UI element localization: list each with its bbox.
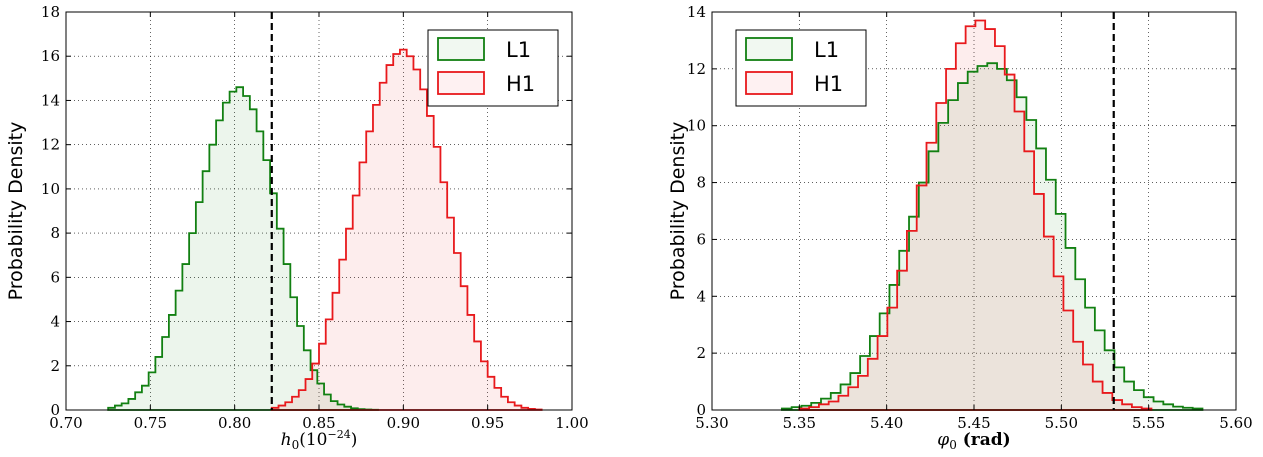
y-tick-label: 18 (41, 3, 60, 21)
x-tick-label: 0.90 (387, 414, 420, 432)
y-tick-label: 4 (50, 313, 60, 331)
left-histogram-chart: 0.70 0.75 0.80 0.85 0.90 0.95 1.00 0 2 4 6 8 10 12 14 1… (5, 3, 589, 452)
right-histogram-chart: 5.30 5.35 5.40 5.45 5.50 5.55 5.60 0 2 4 6 8 10 12 14 P… (667, 3, 1253, 452)
x-tick-label: 5.40 (870, 414, 903, 432)
legend-label-h1: H1 (814, 72, 843, 96)
legend-label-l1: L1 (814, 38, 839, 62)
histogram-outline-h1 (798, 19, 1153, 411)
y-tick-label: 0 (50, 401, 60, 419)
y-tick-label: 12 (687, 60, 706, 78)
legend-label-h1: H1 (506, 72, 535, 96)
x-tick-label: 0.70 (49, 414, 82, 432)
y-tick-label: 6 (696, 230, 706, 248)
x-tick-label: 1.00 (555, 414, 588, 432)
y-tick-label: 8 (696, 174, 706, 192)
y-tick-label: 14 (687, 3, 706, 21)
legend-swatch-h1 (437, 71, 485, 95)
x-tick-label: 0.80 (218, 414, 251, 432)
x-tick-label: 5.50 (1045, 414, 1078, 432)
x-tick-label: 5.55 (1132, 414, 1165, 432)
y-tick-label: 2 (696, 344, 706, 362)
x-tick-label: 5.60 (1219, 414, 1252, 432)
x-tick-label: 5.45 (957, 414, 990, 432)
y-tick-label: 6 (50, 268, 60, 286)
histogram-outline-l1 (107, 86, 379, 411)
legend-label-l1: L1 (506, 38, 531, 62)
histogram-outline-h1 (270, 48, 543, 411)
y-axis-label: Probability Density (5, 122, 27, 301)
y-axis-label: Probability Density (667, 122, 689, 301)
histogram-fill-h1 (799, 20, 1152, 411)
x-tick-label: 5.30 (695, 414, 728, 432)
y-tick-label: 4 (696, 287, 706, 305)
y-tick-label: 2 (50, 357, 60, 375)
histogram-outline-l1 (780, 62, 1204, 411)
x-tick-label: 0.75 (134, 414, 167, 432)
x-tick-label: 5.35 (783, 414, 816, 432)
x-tick-label: 0.95 (471, 414, 504, 432)
x-tick-label: 0.85 (302, 414, 335, 432)
y-tick-label: 8 (50, 224, 60, 242)
y-tick-label: 16 (41, 47, 60, 65)
legend-swatch-l1 (745, 37, 793, 61)
x-axis-label: h0(10−24) (281, 428, 358, 452)
x-axis-label: φ0 (rad) (937, 430, 1010, 452)
legend-swatch-l1 (437, 37, 485, 61)
y-tick-label: 0 (696, 401, 706, 419)
y-tick-label: 14 (41, 91, 60, 109)
histogram-fill-l1 (108, 87, 379, 410)
y-tick-label: 10 (41, 180, 60, 198)
y-tick-label: 12 (41, 136, 60, 154)
legend-swatch-h1 (745, 71, 793, 95)
y-tick-label: 10 (687, 117, 706, 135)
